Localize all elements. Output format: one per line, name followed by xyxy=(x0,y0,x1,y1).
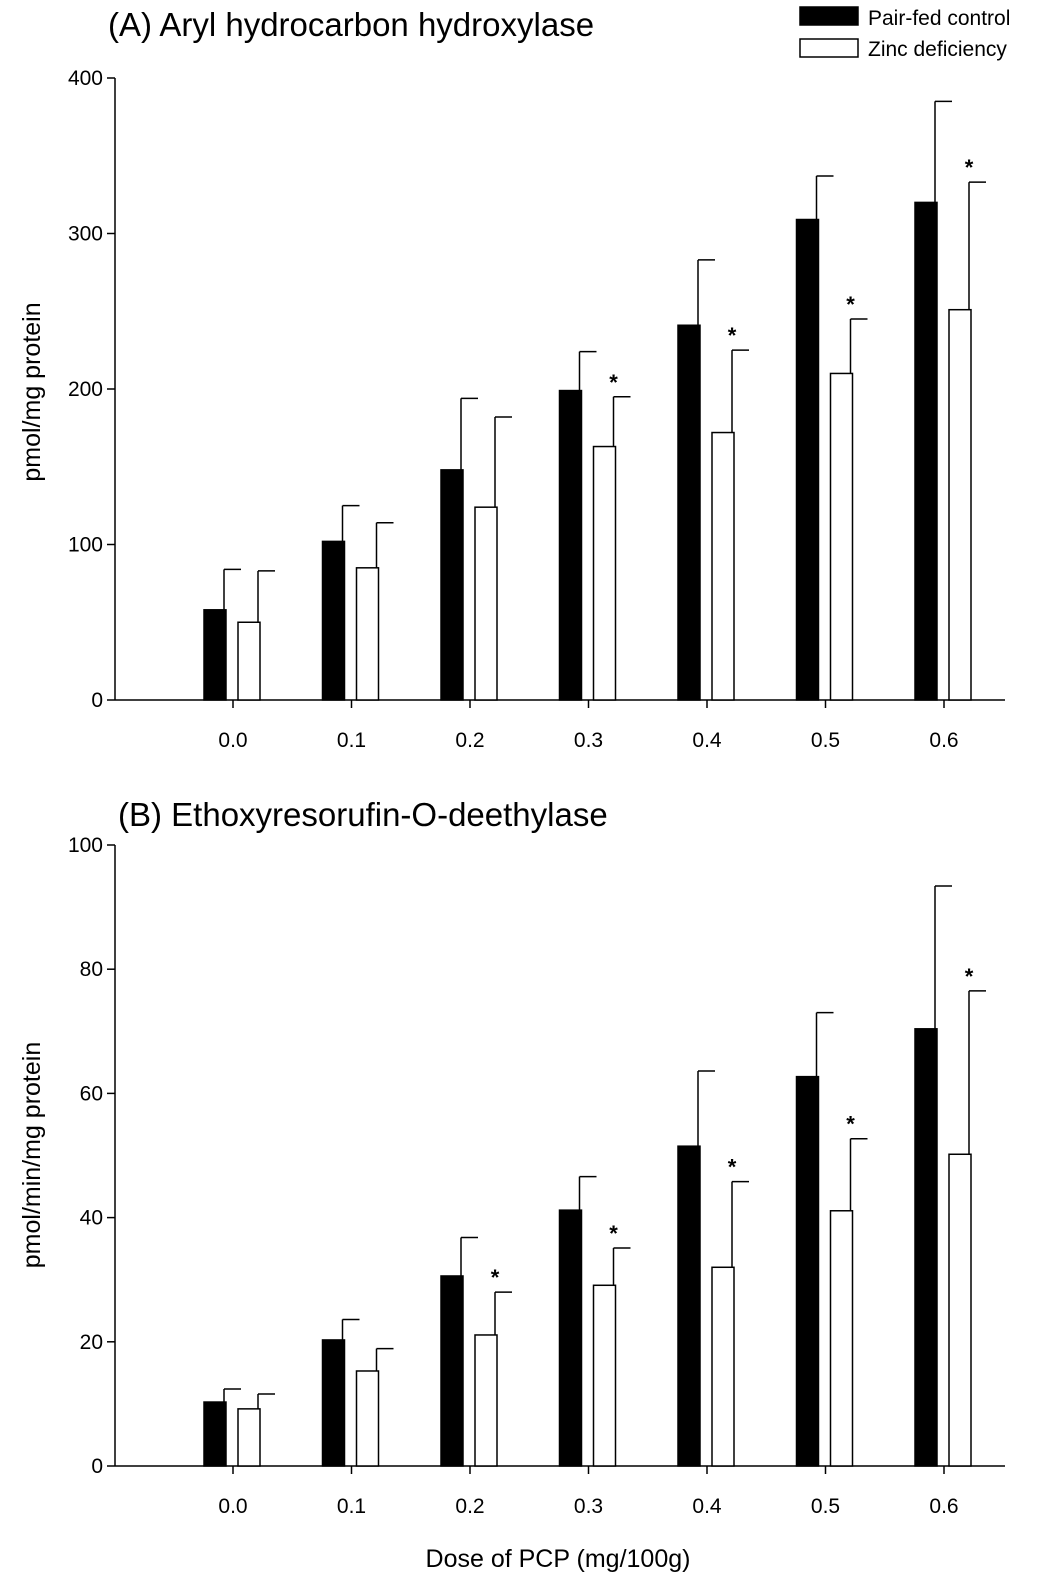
panel-a-y-tick-label: 200 xyxy=(68,378,103,401)
panel-a-significance-marker: * xyxy=(965,155,974,180)
panel-a-bar-pair-fed-control xyxy=(677,324,701,701)
panel-a-y-axis-label: pmol/mg protein xyxy=(18,302,46,481)
panel-a-x-tick-label: 0.0 xyxy=(218,729,247,752)
panel-b-bars: * * * * * xyxy=(203,885,986,1467)
panel-b-x-tick-label: 0.5 xyxy=(811,1495,840,1518)
panel-b-axes: 0 20 40 60 80 100 0.0 0.1 0.2 0.3 0.4 0.5 0.6 xyxy=(68,834,1005,1518)
panel-b-y-tick-label: 60 xyxy=(80,1082,103,1105)
panel-b-y-tick-label: 0 xyxy=(91,1455,103,1478)
panel-a-significance-marker: * xyxy=(609,370,618,395)
panel-b-x-tick-label: 0.4 xyxy=(692,1495,722,1518)
panel-b-bar-zinc-deficiency xyxy=(948,1153,972,1467)
panel-b-significance-marker: * xyxy=(491,1265,500,1290)
panel-a-bar-pair-fed-control xyxy=(321,540,346,701)
panel-b-significance-marker: * xyxy=(609,1221,618,1246)
panel-b-y-tick-label: 100 xyxy=(68,834,103,857)
legend-swatch-pair-fed-control xyxy=(799,6,859,26)
panel-a-significance-marker: * xyxy=(728,323,737,348)
panel-b-x-tick-label: 0.1 xyxy=(337,1495,366,1518)
panel-b-bar-zinc-deficiency xyxy=(711,1266,735,1467)
legend-label-pair-fed-control: Pair-fed control xyxy=(868,7,1010,30)
panel-b-title: (B) Ethoxyresorufin-O-deethylase xyxy=(118,796,608,833)
panel-a-significance-marker: * xyxy=(846,292,855,317)
panel-a-x-tick-label: 0.4 xyxy=(692,729,722,752)
x-axis-label: Dose of PCP (mg/100g) xyxy=(426,1545,691,1573)
panel-b-x-tick-label: 0.2 xyxy=(455,1495,484,1518)
legend: Pair-fed control Zinc deficiency xyxy=(799,6,1010,61)
panel-b-y-axis-label: pmol/min/mg protein xyxy=(18,1042,46,1268)
panel-a-bar-zinc-deficiency xyxy=(237,621,261,701)
panel-b-significance-marker: * xyxy=(846,1112,855,1137)
panel-b-y-tick-label: 40 xyxy=(80,1207,103,1230)
panel-b-y-tick-label: 20 xyxy=(80,1331,103,1354)
panel-a-y-tick-label: 400 xyxy=(68,67,103,90)
panel-a-x-tick-label: 0.6 xyxy=(929,729,958,752)
panel-b-bar-zinc-deficiency xyxy=(355,1370,380,1467)
panel-a-title: (A) Aryl hydrocarbon hydroxylase xyxy=(108,6,594,43)
panel-a-bar-zinc-deficiency xyxy=(592,445,617,701)
panel-a: (A) Aryl hydrocarbon hydroxylase pmol/mg… xyxy=(18,6,1005,752)
legend-label-zinc-deficiency: Zinc deficiency xyxy=(868,38,1007,61)
panel-b-bar-pair-fed-control xyxy=(440,1275,464,1467)
panel-a-bar-pair-fed-control xyxy=(203,609,227,701)
panel-b-bar-pair-fed-control xyxy=(558,1209,583,1467)
panel-a-x-tick-label: 0.2 xyxy=(455,729,484,752)
panel-b-y-tick-label: 80 xyxy=(80,958,103,981)
panel-b-x-tick-label: 0.0 xyxy=(218,1495,247,1518)
panel-a-bar-zinc-deficiency xyxy=(711,431,735,701)
panel-a-bar-zinc-deficiency xyxy=(948,308,972,701)
panel-a-y-tick-label: 300 xyxy=(68,223,103,246)
panel-b-bar-zinc-deficiency xyxy=(592,1284,617,1467)
panel-a-bar-zinc-deficiency xyxy=(474,506,498,701)
panel-a-x-tick-label: 0.3 xyxy=(574,729,603,752)
panel-a-bar-pair-fed-control xyxy=(914,201,938,701)
panel-a-bar-pair-fed-control xyxy=(440,469,464,701)
panel-a-bars: * * * * xyxy=(203,100,986,701)
panel-b-bar-pair-fed-control xyxy=(203,1401,227,1467)
panel-a-bar-pair-fed-control xyxy=(795,218,820,701)
panel-a-bar-zinc-deficiency xyxy=(355,567,380,701)
panel-a-y-tick-label: 0 xyxy=(91,689,103,712)
panel-b-significance-marker: * xyxy=(728,1155,737,1180)
panel-b-bar-pair-fed-control xyxy=(677,1145,701,1467)
panel-b-bar-zinc-deficiency xyxy=(474,1334,498,1467)
panel-b-bar-zinc-deficiency xyxy=(237,1408,261,1467)
panel-b-x-tick-label: 0.3 xyxy=(574,1495,603,1518)
panel-a-axes: 0 100 200 300 400 0.0 0.1 0.2 0.3 0.4 0.5 0.6 xyxy=(68,67,1005,752)
panel-b-significance-marker: * xyxy=(965,964,974,989)
panel-b-x-tick-label: 0.6 xyxy=(929,1495,958,1518)
panel-a-x-tick-label: 0.1 xyxy=(337,729,366,752)
panel-b-bar-pair-fed-control xyxy=(795,1075,820,1467)
panel-b: (B) Ethoxyresorufin-O-deethylase pmol/mi… xyxy=(18,796,1005,1518)
panel-a-bar-zinc-deficiency xyxy=(829,372,854,701)
legend-swatch-zinc-deficiency xyxy=(799,38,859,58)
panel-b-bar-pair-fed-control xyxy=(914,1028,938,1467)
panel-b-bar-zinc-deficiency xyxy=(829,1210,854,1467)
panel-b-bar-pair-fed-control xyxy=(321,1339,346,1467)
panel-a-x-tick-label: 0.5 xyxy=(811,729,840,752)
panel-a-bar-pair-fed-control xyxy=(558,389,583,701)
panel-a-y-tick-label: 100 xyxy=(68,534,103,557)
